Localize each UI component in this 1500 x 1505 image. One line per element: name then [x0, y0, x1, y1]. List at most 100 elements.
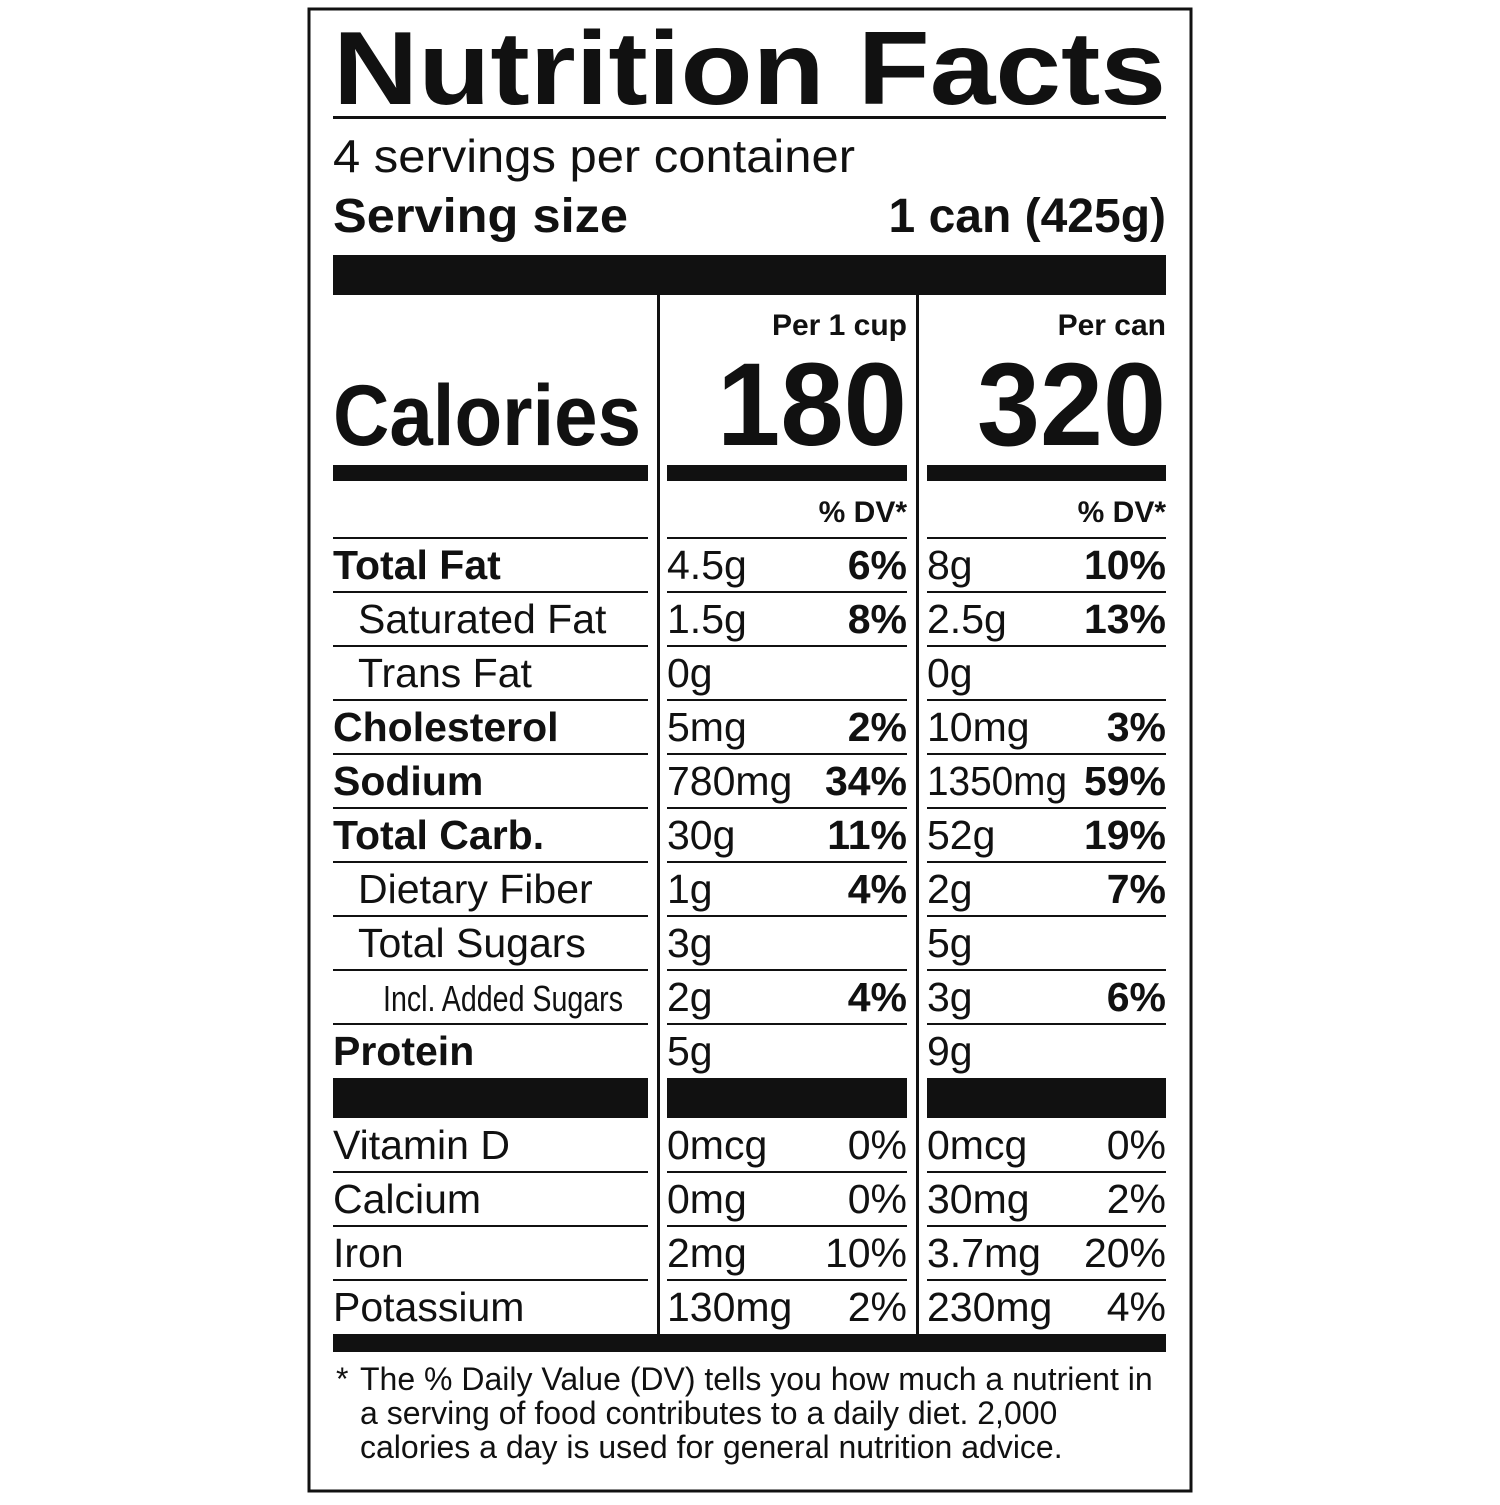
daily-value: 4%: [848, 866, 907, 912]
serving-size: 1 can (425g): [889, 190, 1166, 243]
nutrient-name: Trans Fat: [358, 650, 533, 696]
amount: 230mg: [927, 1284, 1052, 1330]
amount: 30mg: [927, 1176, 1030, 1222]
dv-heading: % DV*: [1078, 496, 1167, 529]
footnote-line: calories a day is used for general nutri…: [360, 1429, 1063, 1465]
nutrient-name: Potassium: [333, 1284, 524, 1330]
amount: 0g: [927, 650, 973, 696]
column-divider: [916, 295, 919, 1335]
daily-value: 2%: [848, 704, 907, 750]
daily-value: 8%: [848, 596, 907, 642]
serving-size-label: Serving size: [333, 190, 628, 243]
dv-heading: % DV*: [819, 496, 908, 529]
thick-bar: [333, 255, 1166, 295]
nutrient-name: Cholesterol: [333, 704, 559, 750]
daily-value: 0%: [848, 1176, 907, 1222]
row-rule: [333, 1023, 648, 1025]
footnote-line: a serving of food contributes to a daily…: [360, 1395, 1057, 1431]
column-divider: [657, 295, 660, 1335]
daily-value: 4%: [848, 974, 907, 1020]
daily-value: 34%: [825, 758, 907, 804]
thick-bar: [333, 1078, 648, 1118]
row-rule: [927, 861, 1166, 863]
amount: 3.7mg: [927, 1230, 1041, 1276]
row-rule: [667, 753, 907, 755]
amount: 130mg: [667, 1284, 792, 1330]
row-rule: [667, 699, 907, 701]
daily-value: 6%: [848, 542, 907, 588]
daily-value: 4%: [1107, 1284, 1166, 1330]
servings: 4 servings per container: [333, 130, 855, 182]
amount: 1g: [667, 866, 713, 912]
row-rule: [333, 915, 648, 917]
row-rule: [333, 537, 648, 539]
row-rule: [667, 1023, 907, 1025]
thick-bar: [333, 1334, 1166, 1352]
nutrient-name: Vitamin D: [333, 1122, 510, 1168]
row-rule: [667, 1279, 907, 1281]
row-rule: [927, 1279, 1166, 1281]
row-rule: [333, 1225, 648, 1227]
calories-label: Calories: [333, 368, 641, 464]
row-rule: [927, 807, 1166, 809]
row-rule: [927, 537, 1166, 539]
thick-bar: [927, 1078, 1166, 1118]
amount: 2g: [667, 974, 713, 1020]
footnote-line: The % Daily Value (DV) tells you how muc…: [360, 1361, 1153, 1397]
row-rule: [333, 1279, 648, 1281]
row-rule: [333, 1171, 648, 1173]
nutrient-name: Calcium: [333, 1176, 481, 1222]
amount: 0mg: [667, 1176, 747, 1222]
nutrient-name: Total Carb.: [333, 812, 544, 858]
row-rule: [333, 753, 648, 755]
amount: 3g: [667, 920, 713, 966]
column-heading: Per 1 cup: [772, 309, 907, 342]
nutrient-name: Sodium: [333, 758, 483, 804]
amount: 10mg: [927, 704, 1030, 750]
row-rule: [667, 645, 907, 647]
daily-value: 10%: [1084, 542, 1166, 588]
amount: 52g: [927, 812, 995, 858]
row-rule: [667, 861, 907, 863]
nutrient-name: Incl. Added Sugars: [383, 978, 623, 1019]
amount: 3g: [927, 974, 973, 1020]
amount: 5g: [927, 920, 973, 966]
daily-value: 3%: [1107, 704, 1166, 750]
nutrient-name: Iron: [333, 1230, 404, 1276]
row-rule: [333, 645, 648, 647]
row-rule: [333, 969, 648, 971]
nutrient-name: Protein: [333, 1028, 474, 1074]
amount: 8g: [927, 542, 973, 588]
daily-value: 7%: [1107, 866, 1166, 912]
row-rule: [667, 1171, 907, 1173]
row-rule: [667, 969, 907, 971]
amount: 1.5g: [667, 596, 747, 642]
daily-value: 10%: [825, 1230, 907, 1276]
amount: 9g: [927, 1028, 973, 1074]
daily-value: 19%: [1084, 812, 1166, 858]
row-rule: [667, 807, 907, 809]
row-rule: [927, 915, 1166, 917]
footnote-mark: *: [336, 1361, 348, 1397]
nutrient-name: Dietary Fiber: [358, 866, 593, 912]
amount: 2g: [927, 866, 973, 912]
row-rule: [927, 645, 1166, 647]
nutrient-name: Total Sugars: [358, 920, 586, 966]
column-heading: Per can: [1058, 309, 1166, 342]
thick-bar: [667, 465, 907, 481]
row-rule: [333, 699, 648, 701]
row-rule: [667, 915, 907, 917]
amount: 4.5g: [667, 542, 747, 588]
amount: 2.5g: [927, 596, 1007, 642]
daily-value: 13%: [1084, 596, 1166, 642]
thick-bar: [927, 465, 1166, 481]
row-rule: [927, 1171, 1166, 1173]
row-rule: [927, 753, 1166, 755]
row-rule: [667, 1225, 907, 1227]
row-rule: [927, 1023, 1166, 1025]
row-rule: [333, 861, 648, 863]
amount: 1350mg: [927, 758, 1067, 804]
rule: [333, 116, 1166, 119]
